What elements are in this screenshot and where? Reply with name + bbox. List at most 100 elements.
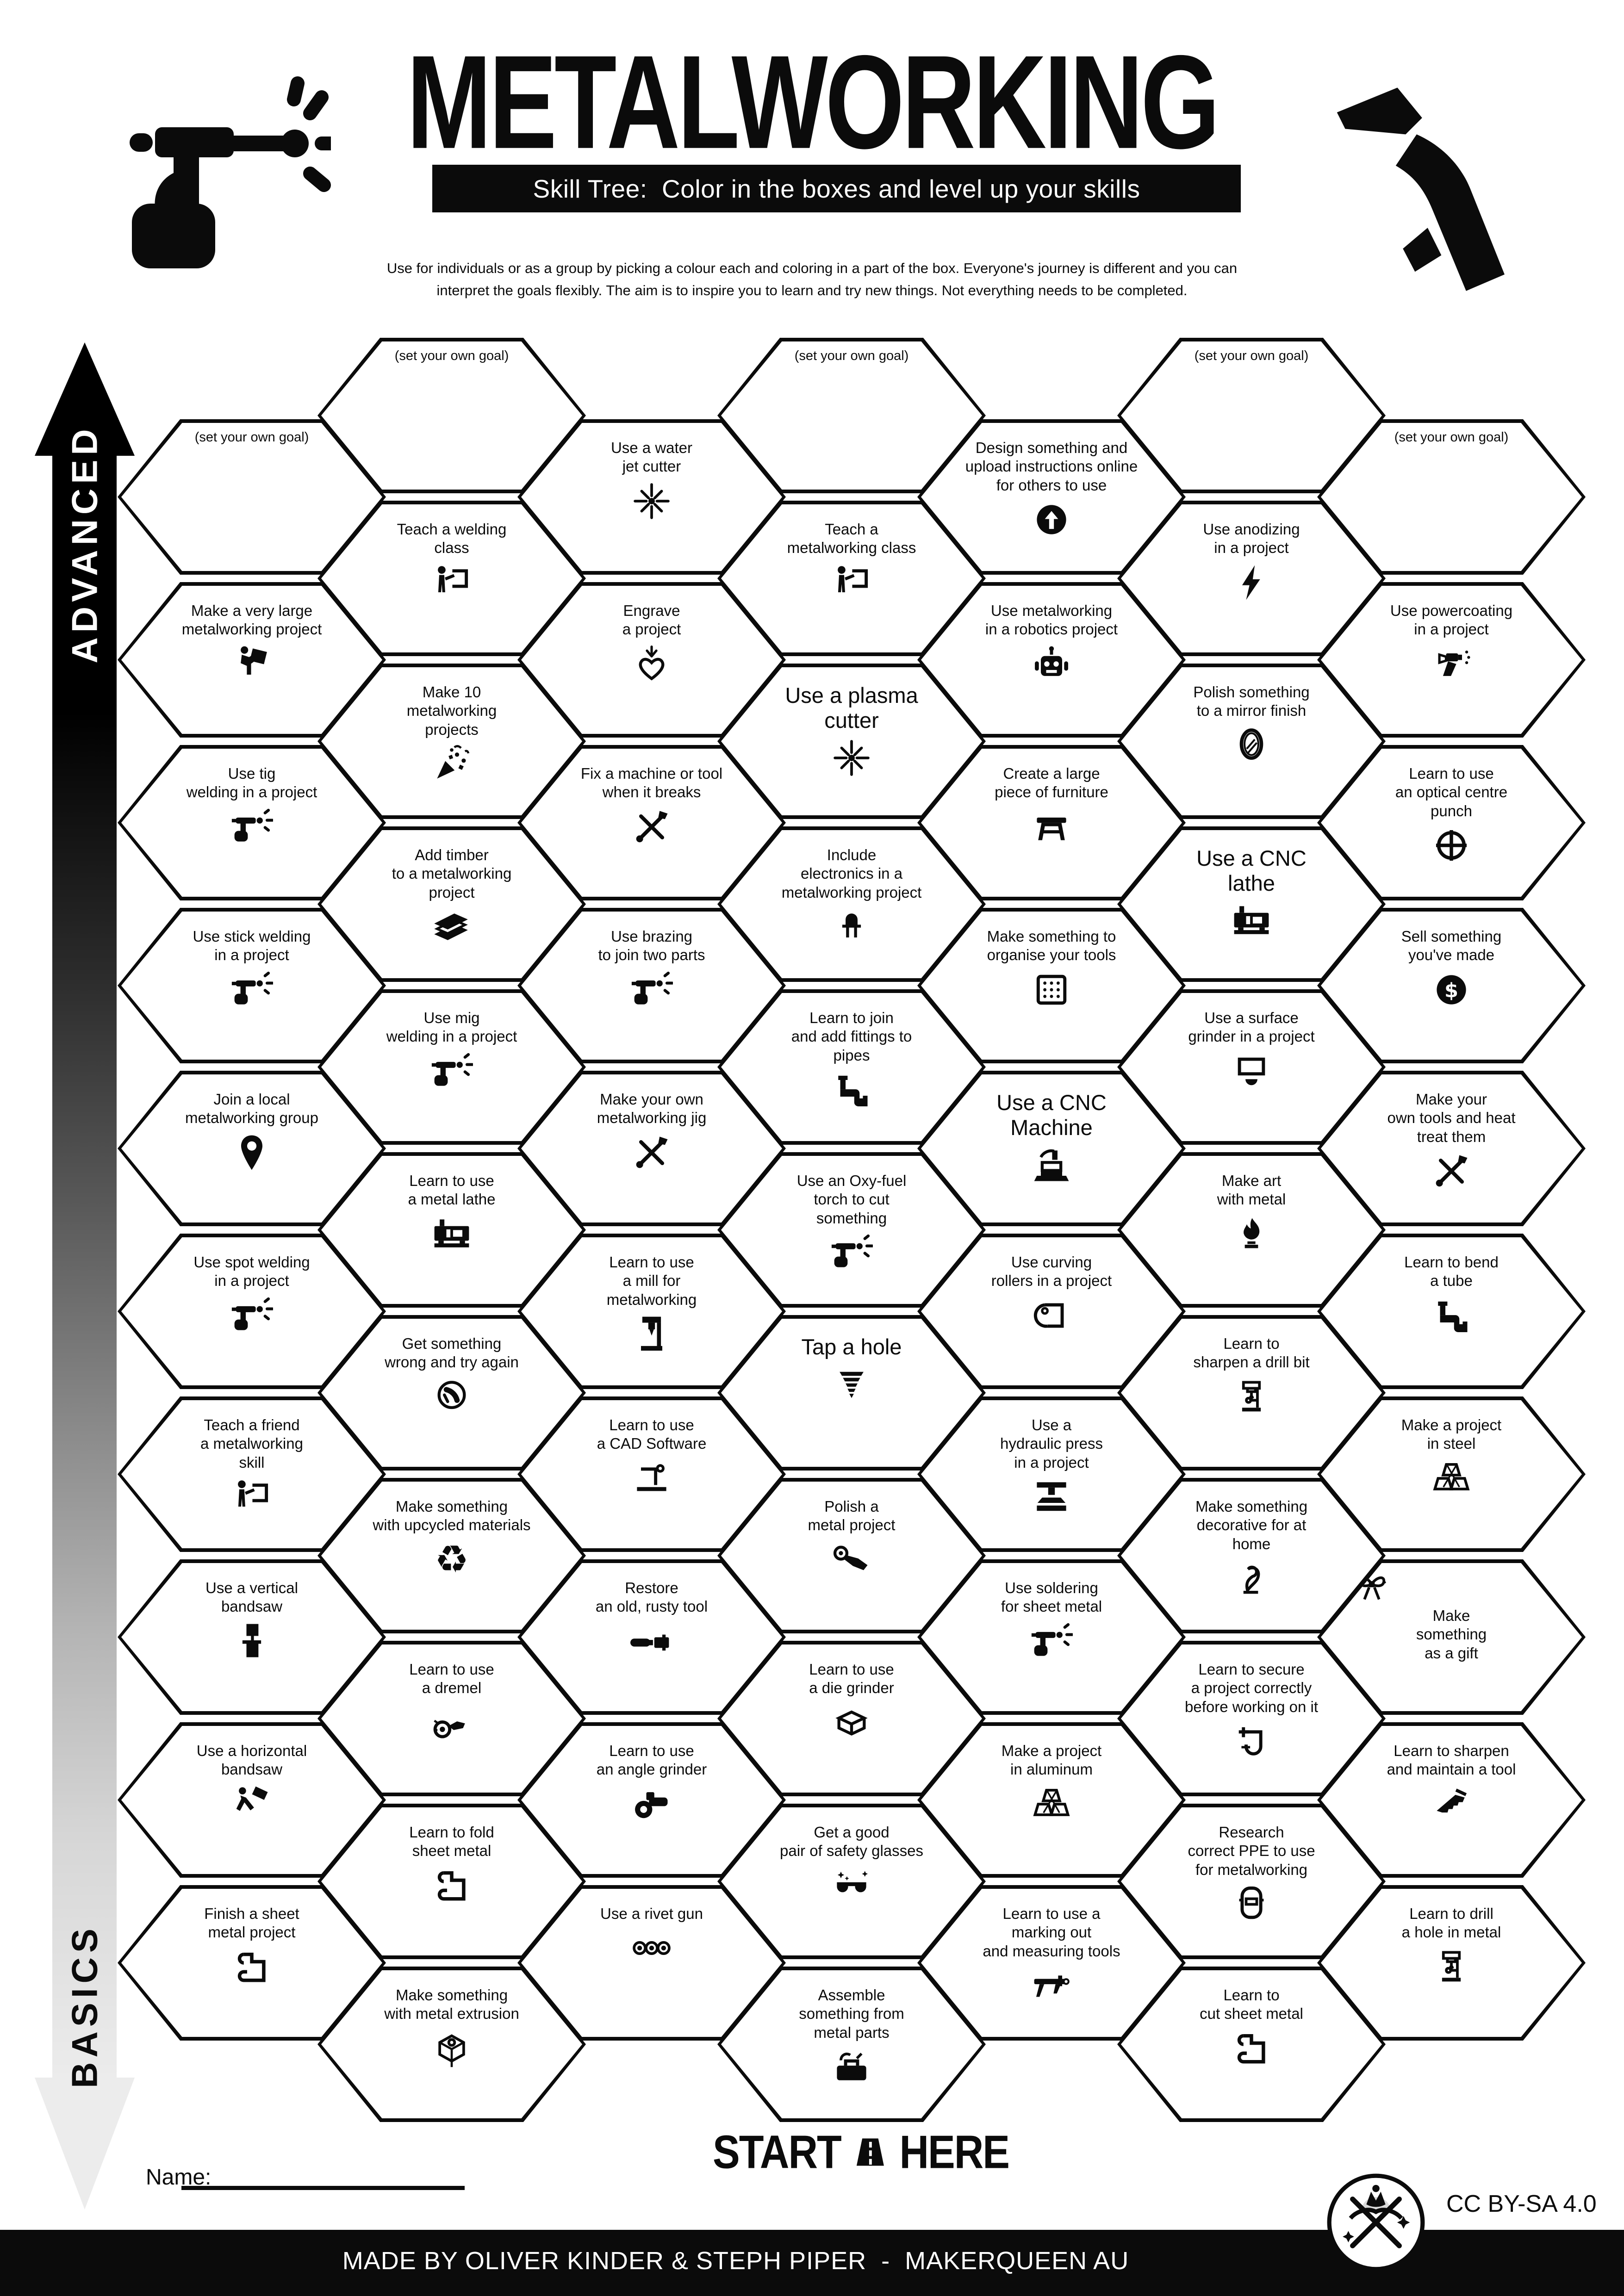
skill-hex[interactable]: Use a horizontal bandsaw: [118, 1722, 386, 1878]
skill-label: (set your own goal): [194, 430, 309, 445]
skill-hex[interactable]: Include electronics in a metalworking pr…: [717, 826, 986, 982]
skill-hex[interactable]: Learn to use a dremel: [317, 1641, 586, 1796]
skill-hex[interactable]: Make your own metalworking jig: [517, 1071, 786, 1226]
skill-hex[interactable]: Design something and upload instructions…: [917, 419, 1186, 575]
skill-hex[interactable]: Make a project in aluminum: [917, 1722, 1186, 1878]
skill-hex[interactable]: Engrave a project: [517, 582, 786, 738]
skill-label: Use powercoating in a project: [1390, 602, 1513, 638]
skill-hex[interactable]: Learn to use a metal lathe: [317, 1152, 586, 1308]
skill-hex[interactable]: Make art with metal: [1117, 1152, 1386, 1308]
goal-hex[interactable]: (set your own goal): [118, 419, 386, 575]
skill-hex[interactable]: Finish a sheet metal project: [118, 1885, 386, 2041]
skill-hex[interactable]: Learn to use an optical centre punch: [1317, 745, 1586, 900]
skill-hex[interactable]: Learn to join and add fittings to pipes: [717, 989, 986, 1145]
skill-label: Use anodizing in a project: [1203, 521, 1300, 557]
skill-hex[interactable]: Get something wrong and try again: [317, 1315, 586, 1471]
skill-hex[interactable]: Learn to fold sheet metal: [317, 1804, 586, 1959]
skill-hex[interactable]: Use an Oxy-fuel torch to cut something: [717, 1152, 986, 1308]
skill-hex[interactable]: Add timber to a metalworking project: [317, 826, 586, 982]
skill-label: Assemble something from metal parts: [799, 1986, 904, 2041]
skill-label: Make something to organise your tools: [987, 928, 1116, 964]
skill-label: Use metalworking in a robotics project: [985, 602, 1118, 638]
skill-hex[interactable]: Make 10 metalworking projects: [317, 664, 586, 819]
skill-hex[interactable]: Make something with metal extrusion: [317, 1967, 586, 2122]
skill-hex[interactable]: Use a vertical bandsaw: [118, 1559, 386, 1715]
skill-label: Use soldering for sheet metal: [1001, 1579, 1102, 1615]
skill-hex[interactable]: Use a rivet gun: [517, 1885, 786, 2041]
skill-hex[interactable]: Make something to organise your tools: [917, 908, 1186, 1063]
skill-hex[interactable]: Use tig welding in a project: [118, 745, 386, 900]
skill-hex[interactable]: Use a water jet cutter: [517, 419, 786, 575]
skill-hex[interactable]: Get a good pair of safety glasses: [717, 1804, 986, 1959]
name-input-line[interactable]: [181, 2186, 465, 2190]
confetti-icon: [430, 743, 473, 785]
skill-hex[interactable]: Use anodizing in a project: [1117, 501, 1386, 656]
skill-hex[interactable]: Use stick welding in a project: [118, 908, 386, 1063]
skill-hex[interactable]: Learn to use an angle grinder: [517, 1722, 786, 1878]
goal-hex[interactable]: (set your own goal): [1317, 419, 1586, 575]
pipe-icon: [830, 1068, 873, 1111]
skill-hex[interactable]: Learn to drill a hole in metal: [1317, 1885, 1586, 2041]
skill-hex[interactable]: Make something as a gift: [1317, 1559, 1586, 1715]
skill-hex[interactable]: Use a plasma cutter: [717, 664, 986, 819]
skill-hex[interactable]: Use spot welding in a project: [118, 1234, 386, 1389]
skill-hex[interactable]: Make something with upcycled materials ♻: [317, 1478, 586, 1633]
skill-hex[interactable]: Learn to sharpen and maintain a tool: [1317, 1722, 1586, 1878]
skill-hex[interactable]: Tap a hole: [717, 1315, 986, 1471]
skill-label: Learn to drill a hole in metal: [1401, 1905, 1501, 1941]
skill-hex[interactable]: Learn to use a CAD Software: [517, 1396, 786, 1552]
skill-label: Learn to use an optical centre punch: [1395, 765, 1508, 819]
skill-hex[interactable]: Learn to sharpen a drill bit: [1117, 1315, 1386, 1471]
skill-hex[interactable]: Make your own tools and heat treat them: [1317, 1071, 1586, 1226]
skill-hex[interactable]: Use a CNC Machine: [917, 1071, 1186, 1226]
svg-text:$: $: [1444, 979, 1458, 1002]
skill-hex[interactable]: Learn to bend a tube: [1317, 1234, 1586, 1389]
goal-hex[interactable]: (set your own goal): [1117, 338, 1386, 493]
skill-hex[interactable]: Restore an old, rusty tool: [517, 1559, 786, 1715]
skill-hex[interactable]: Make a project in steel: [1317, 1396, 1586, 1552]
skill-hex[interactable]: Use mig welding in a project: [317, 989, 586, 1145]
skill-hex[interactable]: Learn to use a marking out and measuring…: [917, 1885, 1186, 2041]
skill-hex[interactable]: Make a very large metalworking project: [118, 582, 386, 738]
skill-label: Research correct PPE to use for metalwor…: [1188, 1824, 1315, 1878]
skill-hex[interactable]: Use a hydraulic press in a project: [917, 1396, 1186, 1552]
skill-hex[interactable]: Use soldering for sheet metal: [917, 1559, 1186, 1715]
skill-hex[interactable]: Teach a metalworking class: [717, 501, 986, 656]
skill-hex[interactable]: Teach a welding class: [317, 501, 586, 656]
description-text: Use for individuals or as a group by pic…: [386, 260, 1238, 299]
skill-hex[interactable]: Learn to use a mill for metalworking: [517, 1234, 786, 1389]
skill-hex[interactable]: Learn to secure a project correctly befo…: [1117, 1641, 1386, 1796]
goal-hex[interactable]: (set your own goal): [717, 338, 986, 493]
skill-hex[interactable]: Use a surface grinder in a project: [1117, 989, 1386, 1145]
goal-hex[interactable]: (set your own goal): [317, 338, 586, 493]
skill-hex[interactable]: Join a local metalworking group: [118, 1071, 386, 1226]
skill-hex[interactable]: Create a large piece of furniture: [917, 745, 1186, 900]
skill-hex[interactable]: Research correct PPE to use for metalwor…: [1117, 1804, 1386, 1959]
skill-hex[interactable]: Use curving rollers in a project: [917, 1234, 1186, 1389]
vertical-bandsaw-icon: [230, 1620, 273, 1663]
skill-hex[interactable]: Make something decorative for at home: [1117, 1478, 1386, 1633]
skill-hex[interactable]: Use powercoating in a project: [1317, 582, 1586, 738]
skill-hex[interactable]: Sell something you've made $: [1317, 908, 1586, 1063]
skill-hex[interactable]: Use metalworking in a robotics project: [917, 582, 1186, 738]
skill-label: Make something with metal extrusion: [384, 1986, 519, 2023]
skill-hex[interactable]: Polish something to a mirror finish: [1117, 664, 1386, 819]
skill-label: (set your own goal): [1194, 348, 1309, 363]
skill-hex[interactable]: Use brazing to join two parts: [517, 908, 786, 1063]
skill-hex[interactable]: Fix a machine or tool when it breaks: [517, 745, 786, 900]
skill-hex[interactable]: Learn to use a die grinder: [717, 1641, 986, 1796]
skill-label: Make a project in aluminum: [1001, 1742, 1102, 1778]
skill-label: Use brazing to join two parts: [598, 928, 705, 964]
upload-icon: [1030, 498, 1073, 541]
safety-glasses-icon: [830, 1864, 873, 1907]
skill-hex[interactable]: Polish a metal project: [717, 1478, 986, 1633]
skill-hex[interactable]: Learn to cut sheet metal: [1117, 1967, 1386, 2122]
hydraulic-press-icon: [1030, 1476, 1073, 1518]
skill-hex[interactable]: Use a CNC lathe: [1117, 826, 1386, 982]
welding-torch-icon: [230, 806, 274, 848]
skill-label: Learn to use a metal lathe: [408, 1172, 496, 1208]
skill-hex[interactable]: Assemble something from metal parts: [717, 1967, 986, 2122]
skill-label: Make a very large metalworking project: [181, 602, 322, 638]
cad-laptop-icon: [630, 1457, 673, 1500]
skill-hex[interactable]: Teach a friend a metalworking skill: [118, 1396, 386, 1552]
